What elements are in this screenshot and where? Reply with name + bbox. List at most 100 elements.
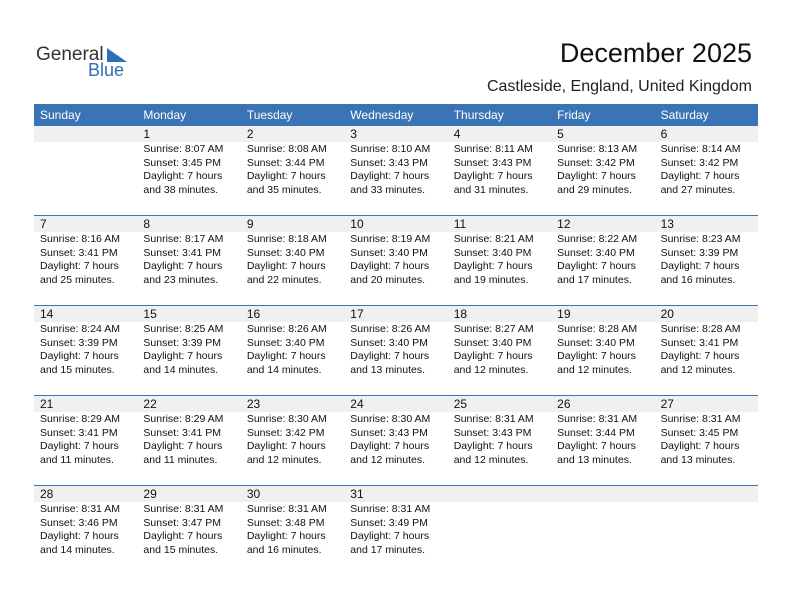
day-info: Sunrise: 8:18 AM [246, 233, 327, 245]
day-number: 24 [350, 397, 364, 411]
day-info: Daylight: 7 hours [350, 530, 430, 542]
day-info: Sunrise: 8:31 AM [143, 503, 224, 515]
day-info: Sunset: 3:41 PM [40, 426, 118, 439]
day-info: Daylight: 7 hours [246, 170, 326, 182]
day-number: 28 [40, 487, 54, 501]
day-number: 6 [660, 127, 668, 141]
day-info: Sunset: 3:43 PM [453, 156, 532, 169]
day-info: Sunset: 3:45 PM [143, 156, 222, 169]
day-info: Sunset: 3:40 PM [350, 246, 428, 259]
day-info: Sunrise: 8:14 AM [660, 143, 741, 155]
row-separator [34, 485, 758, 486]
day-info: Sunrise: 8:28 AM [557, 323, 638, 335]
day-info: Sunrise: 8:19 AM [350, 233, 431, 245]
row-separator [34, 305, 758, 306]
day-number: 14 [40, 307, 54, 321]
day-info: Daylight: 7 hours [246, 260, 326, 272]
day-info: and 14 minutes. [246, 363, 322, 376]
header-bar [34, 104, 758, 126]
day-number: 18 [453, 307, 468, 321]
day-info: and 16 minutes. [246, 543, 322, 556]
logo: General Blue [36, 44, 127, 80]
day-info: Sunrise: 8:26 AM [350, 323, 431, 335]
day-info: and 29 minutes. [557, 183, 632, 196]
day-band [34, 126, 758, 142]
weekday: Tuesday [246, 108, 293, 122]
day-info: Sunset: 3:39 PM [40, 336, 118, 349]
day-info: Sunrise: 8:27 AM [453, 323, 534, 335]
day-info: Sunrise: 8:16 AM [40, 233, 120, 245]
day-info: Sunrise: 8:21 AM [453, 233, 534, 245]
day-number: 12 [557, 217, 571, 231]
day-info: Daylight: 7 hours [40, 260, 119, 272]
day-info: Daylight: 7 hours [453, 350, 533, 362]
day-info: and 19 minutes. [453, 273, 529, 286]
day-info: and 13 minutes. [557, 453, 632, 466]
day-number: 19 [557, 307, 571, 321]
day-info: and 22 minutes. [246, 273, 322, 286]
day-info: Sunset: 3:47 PM [143, 516, 222, 529]
day-info: and 13 minutes. [350, 363, 425, 376]
day-info: Daylight: 7 hours [557, 260, 636, 272]
day-info: Sunset: 3:40 PM [453, 336, 532, 349]
day-info: Sunset: 3:40 PM [246, 246, 325, 259]
day-info: and 12 minutes. [453, 363, 529, 376]
day-info: Daylight: 7 hours [143, 170, 223, 182]
weekday: Friday [557, 108, 591, 122]
day-info: Sunset: 3:39 PM [143, 336, 222, 349]
day-info: Sunrise: 8:24 AM [40, 323, 120, 335]
day-band [34, 216, 758, 232]
day-info: Sunrise: 8:31 AM [350, 503, 431, 515]
location: Castleside, England, United Kingdom [486, 78, 752, 95]
day-info: Sunset: 3:41 PM [143, 426, 222, 439]
day-info: Sunset: 3:43 PM [453, 426, 532, 439]
day-info: and 23 minutes. [143, 273, 219, 286]
day-info: Sunset: 3:40 PM [246, 336, 325, 349]
day-info: Daylight: 7 hours [453, 440, 533, 452]
day-info: and 12 minutes. [246, 453, 322, 466]
day-info: Sunset: 3:43 PM [350, 426, 428, 439]
day-info: Sunset: 3:42 PM [557, 156, 635, 169]
day-info: Sunset: 3:46 PM [40, 516, 118, 529]
day-number: 13 [660, 217, 674, 231]
logo-word: General [36, 44, 104, 65]
day-info: and 27 minutes. [660, 183, 736, 196]
day-info: Sunset: 3:40 PM [557, 246, 635, 259]
day-number: 3 [350, 127, 357, 141]
row-separator [34, 215, 758, 216]
day-info: Sunrise: 8:31 AM [246, 503, 327, 515]
day-info: Sunset: 3:44 PM [557, 426, 635, 439]
day-info: Sunrise: 8:29 AM [143, 413, 224, 425]
day-info: Sunset: 3:41 PM [40, 246, 118, 259]
day-info: and 12 minutes. [453, 453, 529, 466]
day-info: Sunrise: 8:31 AM [40, 503, 120, 515]
logo-word: Blue [88, 60, 124, 80]
day-info: Sunrise: 8:25 AM [143, 323, 224, 335]
day-number: 31 [350, 487, 364, 501]
day-band [34, 306, 758, 322]
day-info: and 33 minutes. [350, 183, 425, 196]
day-info: Sunset: 3:40 PM [453, 246, 532, 259]
day-info: Daylight: 7 hours [350, 170, 430, 182]
day-number: 20 [660, 307, 674, 321]
day-info: Sunrise: 8:17 AM [143, 233, 224, 245]
day-info: Sunrise: 8:30 AM [350, 413, 431, 425]
day-info: Sunrise: 8:28 AM [660, 323, 741, 335]
day-info: and 12 minutes. [350, 453, 425, 466]
day-info: Sunrise: 8:31 AM [660, 413, 741, 425]
day-info: Daylight: 7 hours [40, 530, 119, 542]
weekday: Sunday [40, 108, 81, 122]
day-number: 8 [143, 217, 151, 231]
day-info: and 12 minutes. [557, 363, 632, 376]
day-info: Sunrise: 8:31 AM [557, 413, 638, 425]
day-info: Daylight: 7 hours [143, 350, 223, 362]
day-info: and 13 minutes. [660, 453, 736, 466]
day-info: and 14 minutes. [40, 543, 115, 556]
day-info: and 17 minutes. [350, 543, 425, 556]
day-info: Sunset: 3:45 PM [660, 426, 739, 439]
weekday: Saturday [660, 108, 709, 122]
day-info: Sunrise: 8:31 AM [453, 413, 534, 425]
day-info: Daylight: 7 hours [246, 350, 326, 362]
day-info: Sunset: 3:40 PM [557, 336, 635, 349]
